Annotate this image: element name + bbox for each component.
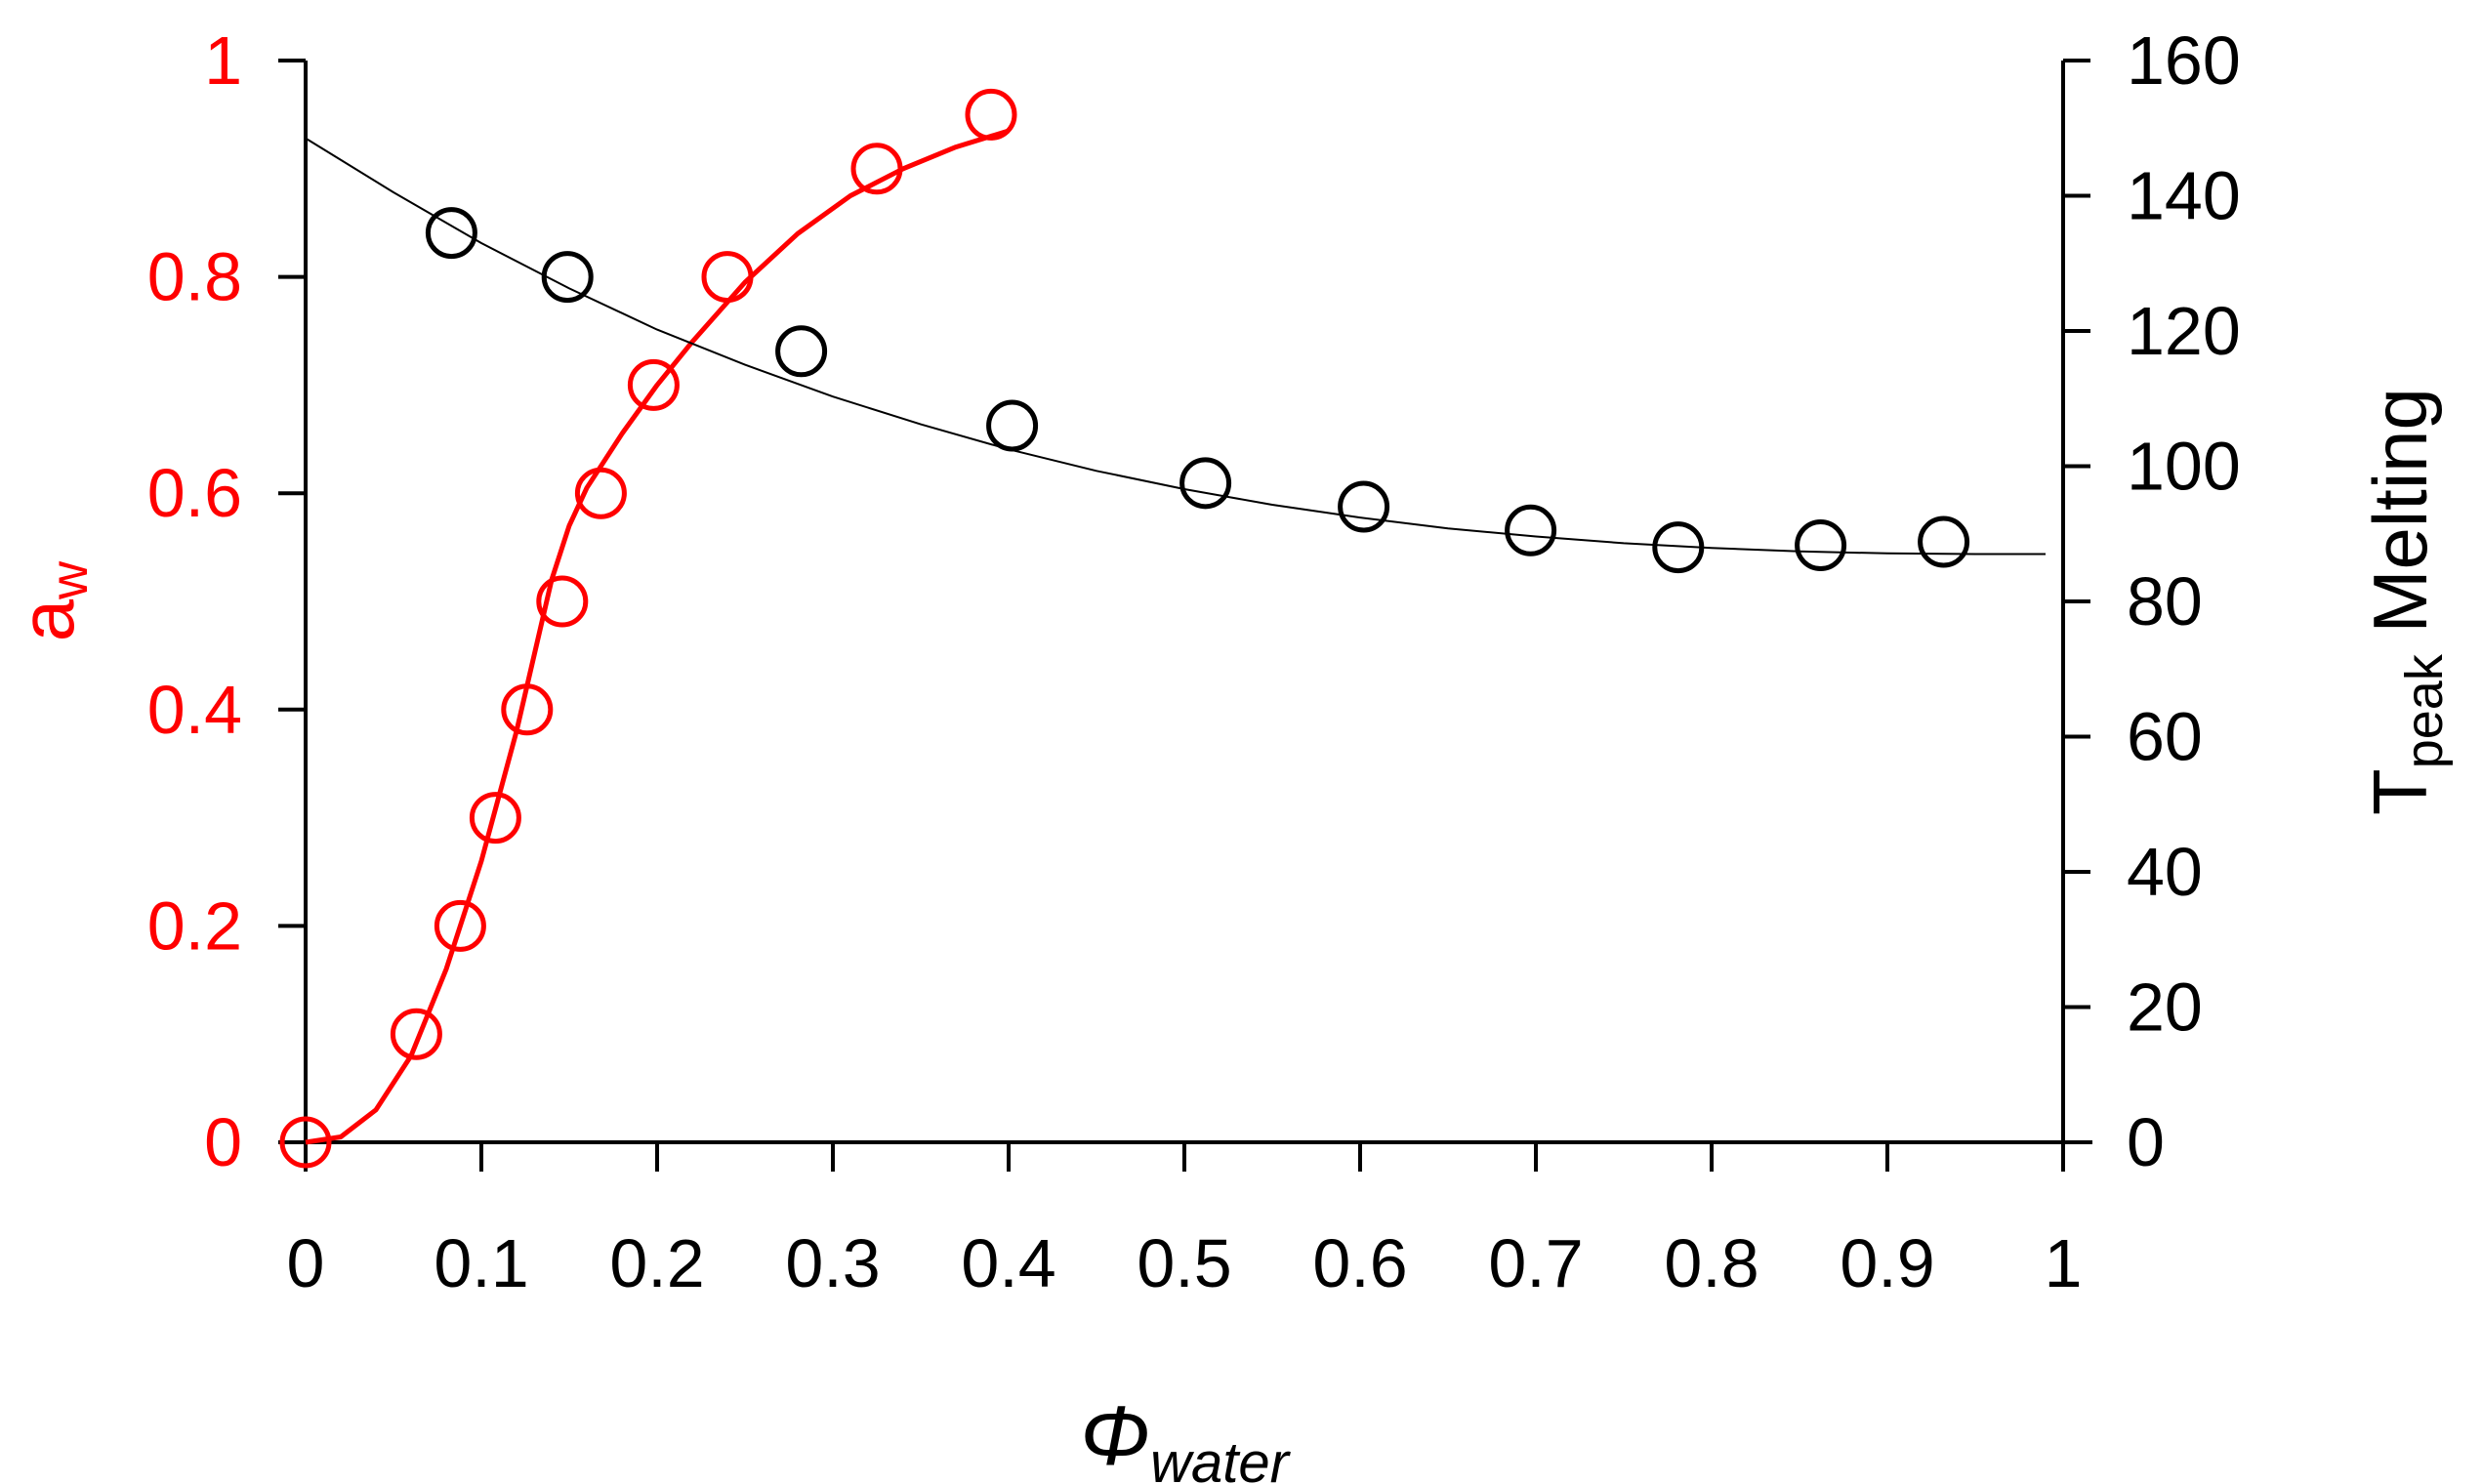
- y-left-tick-label: 1: [204, 22, 242, 99]
- x-axis-title: Φwater: [1080, 1389, 1291, 1484]
- aw-data-point: [434, 899, 486, 952]
- y-right-axis-title-subscript: peak: [2395, 653, 2454, 768]
- data-points: [279, 88, 1970, 1169]
- aw-data-point: [850, 143, 903, 195]
- axes: 0 0.1 0.2 0.3 0.4 0.5 0.6 0.7 0.8 0.9 100.20.40.60…: [147, 22, 2241, 1301]
- y-right-tick-label: 160: [2127, 22, 2241, 99]
- tpeak-data-point: [541, 251, 594, 304]
- y-left-tick-label: 0: [204, 1104, 242, 1180]
- tpeak-fit-curve: [305, 137, 2046, 556]
- y-right-tick-label: 60: [2127, 699, 2203, 775]
- x-tick-label: 0.6: [1312, 1225, 1407, 1301]
- x-tick-label: 0.9: [1840, 1225, 1934, 1301]
- aw-data-point: [279, 1116, 332, 1169]
- y-right-tick-label: 120: [2127, 293, 2241, 369]
- axis-labels: Φwater aw Tpeak Melting: [4, 388, 2454, 1484]
- x-tick-label: 0.3: [785, 1225, 880, 1301]
- y-left-tick-label: 0.6: [147, 455, 242, 531]
- y-left-axis-title-subscript: w: [40, 560, 99, 600]
- x-tick-label: 0.1: [434, 1225, 528, 1301]
- aw-data-point: [965, 88, 1017, 141]
- y-right-tick-label: 80: [2127, 563, 2203, 639]
- x-tick-label: 0.8: [1664, 1225, 1758, 1301]
- aw-fit-curve: [305, 128, 1010, 1145]
- aw-data-point: [536, 575, 589, 628]
- x-tick-label: 0.4: [961, 1225, 1055, 1301]
- y-right-tick-label: 0: [2127, 1104, 2165, 1180]
- y-left-tick-label: 0.8: [147, 239, 242, 315]
- tpeak-data-point: [1179, 457, 1232, 510]
- tpeak-data-point: [1795, 519, 1847, 572]
- x-tick-label: 1: [2045, 1225, 2083, 1301]
- aw-data-point: [469, 792, 521, 845]
- tpeak-data-point: [775, 325, 828, 378]
- aw-data-point: [501, 683, 554, 736]
- x-tick-label: 0.2: [609, 1225, 704, 1301]
- tpeak-data-point: [986, 399, 1039, 452]
- y-right-tick-label: 100: [2127, 429, 2241, 505]
- fit-curves: [305, 128, 2046, 1145]
- aw-data-point: [701, 251, 754, 304]
- y-left-axis-title-main: a: [4, 598, 90, 641]
- tpeak-data-point: [425, 207, 477, 260]
- aw-data-point: [574, 467, 627, 519]
- x-axis-title-symbol: Φ: [1080, 1389, 1150, 1483]
- y-left-tick-label: 0.2: [147, 887, 242, 964]
- y-right-axis-title-suffix: Melting: [2357, 388, 2443, 654]
- y-right-tick-label: 40: [2127, 834, 2203, 910]
- x-tick-label: 0.7: [1488, 1225, 1583, 1301]
- y-right-tick-label: 20: [2127, 969, 2203, 1046]
- tpeak-data-point: [1918, 515, 1970, 568]
- aw-data-point: [627, 358, 680, 411]
- y-left-tick-label: 0.4: [147, 672, 242, 748]
- tpeak-data-point: [1338, 480, 1390, 533]
- x-tick-label: 0.5: [1137, 1225, 1231, 1301]
- y-right-axis-title: Tpeak Melting: [2357, 388, 2454, 815]
- y-left-axis-title: aw: [4, 560, 99, 641]
- y-right-tick-label: 140: [2127, 158, 2241, 234]
- x-tick-label: 0: [287, 1225, 325, 1301]
- y-right-axis-title-main: T: [2357, 768, 2443, 815]
- x-axis-title-subscript: water: [1150, 1431, 1292, 1484]
- tpeak-data-point: [1652, 521, 1705, 574]
- aw-data-point: [390, 1008, 442, 1060]
- tpeak-data-point: [1505, 504, 1557, 556]
